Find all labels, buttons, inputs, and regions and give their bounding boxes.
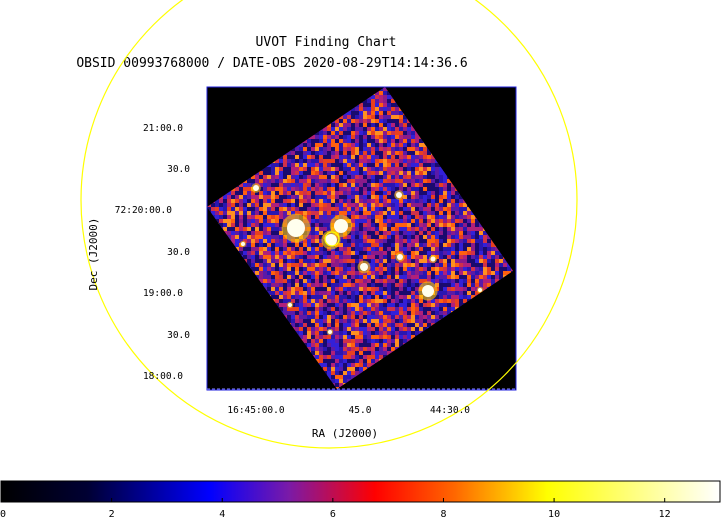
colorbar-tick-label: 8 bbox=[440, 509, 446, 520]
y-tick-label: 30.0 bbox=[167, 164, 190, 175]
y-tick-label: 18:00.0 bbox=[143, 371, 183, 382]
colorbar bbox=[0, 480, 721, 503]
colorbar-tick-label: 2 bbox=[109, 509, 115, 520]
y-tick-label: 30.0 bbox=[167, 330, 190, 341]
y-tick-label: 19:00.0 bbox=[143, 288, 183, 299]
x-axis-label: RA (J2000) bbox=[312, 427, 378, 440]
colorbar-ticks: 0 2 4 6 8 10 12 bbox=[0, 498, 671, 520]
chart-subtitle: OBSID 00993768000 / DATE-OBS 2020-08-29T… bbox=[76, 56, 467, 71]
y-tick-label: 30.0 bbox=[167, 247, 190, 258]
colorbar-tick-label: 0 bbox=[0, 509, 6, 520]
field-of-view-circle bbox=[80, 0, 578, 449]
target-marker bbox=[324, 231, 340, 247]
x-tick-label: 44:30.0 bbox=[430, 405, 470, 416]
colorbar-tick-label: 6 bbox=[330, 509, 336, 520]
y-tick-label: 21:00.0 bbox=[143, 123, 183, 134]
colorbar-tick-label: 12 bbox=[659, 509, 671, 520]
colorbar-tick-label: 10 bbox=[548, 509, 560, 520]
x-tick-label: 45.0 bbox=[349, 405, 372, 416]
image-border bbox=[206, 86, 517, 391]
x-tick-label: 16:45:00.0 bbox=[227, 405, 284, 416]
colorbar-tick-label: 4 bbox=[219, 509, 225, 520]
y-axis-label: Dec (J2000) bbox=[87, 218, 100, 291]
chart-title: UVOT Finding Chart bbox=[256, 35, 397, 50]
y-tick-label: 72:20:00.0 bbox=[115, 205, 172, 216]
